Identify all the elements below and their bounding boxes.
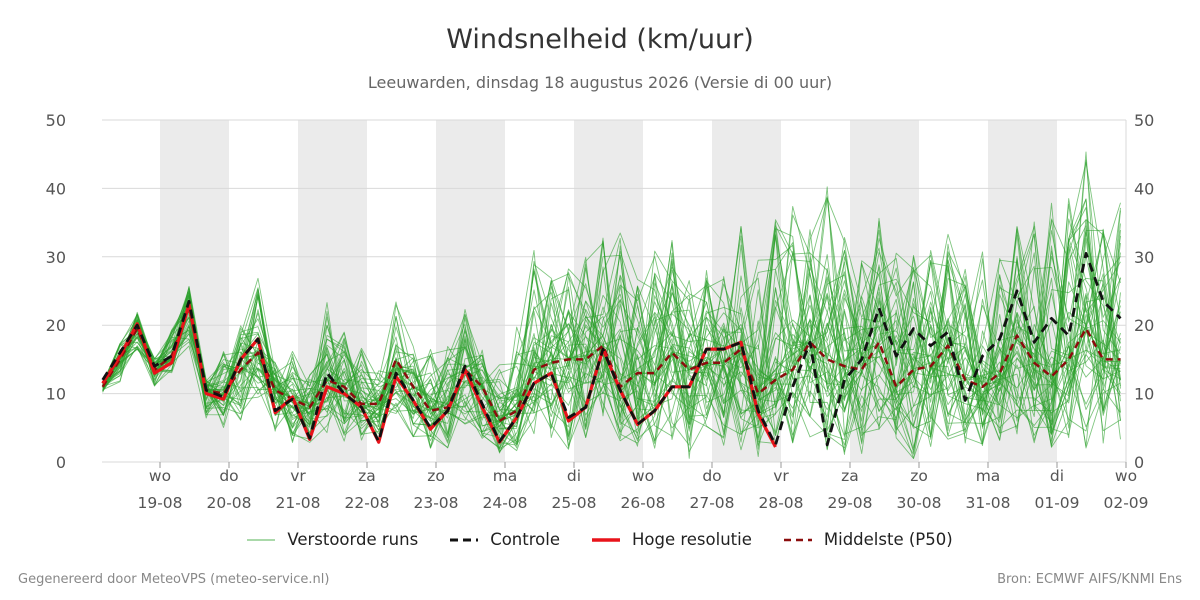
y-tick-right-50: 50 (1134, 111, 1154, 130)
y-tick-left-30: 30 (46, 248, 66, 267)
y-tick-right-0: 0 (1134, 453, 1144, 472)
y-tick-right-10: 10 (1134, 385, 1154, 404)
y-tick-left-50: 50 (46, 111, 66, 130)
x-tick-day-23-08: zo (427, 467, 445, 485)
ensemble-member-47 (102, 205, 1121, 443)
legend-label-median: Middelste (P50) (823, 530, 953, 549)
x-tick-date-25-08: 25-08 (551, 494, 596, 512)
legend-label-high-res: Hoge resolutie (631, 530, 752, 549)
y-tick-left-20: 20 (46, 316, 66, 335)
x-tick-date-28-08: 28-08 (758, 494, 803, 512)
legend-swatch-high-res (591, 537, 620, 542)
x-tick-date-02-09: 02-09 (1103, 494, 1148, 512)
legend-item-high-res[interactable]: Hoge resolutie (591, 530, 752, 549)
x-tick-day-19-08: wo (149, 467, 171, 485)
x-tick-day-28-08: vr (773, 467, 789, 485)
ensemble-member-43 (102, 226, 1121, 455)
axes: 0 0 10 10 20 20 30 30 40 40 50 50 wo 19-08 do 20-08 vr 21… (46, 111, 1155, 512)
shade-band-1 (160, 120, 229, 462)
x-tick-date-29-08: 29-08 (827, 494, 872, 512)
ensemble-member-40 (102, 159, 1121, 450)
x-tick-date-31-08: 31-08 (965, 494, 1010, 512)
y-tick-left-10: 10 (46, 385, 66, 404)
y-tick-right-30: 30 (1134, 248, 1154, 267)
x-tick-date-19-08: 19-08 (137, 494, 182, 512)
ensemble-member-27 (102, 229, 1121, 453)
legend-swatch-median (783, 538, 812, 541)
x-tick-day-30-08: zo (910, 467, 928, 485)
x-tick-day-26-08: wo (632, 467, 654, 485)
legend-item-ensemble[interactable]: Verstoorde runs (247, 530, 418, 549)
x-tick-day-22-08: za (358, 467, 376, 485)
x-tick-day-21-08: vr (290, 467, 306, 485)
legend-item-median[interactable]: Middelste (P50) (783, 530, 953, 549)
series-control-line (101, 251, 1122, 447)
x-tick-day-02-09: wo (1115, 467, 1137, 485)
legend-label-control: Controle (490, 530, 560, 549)
chart-subtitle: Leeuwarden, dinsdag 18 augustus 2026 (Ve… (367, 73, 833, 92)
ensemble-member-46 (102, 235, 1121, 459)
x-tick-day-31-08: ma (976, 467, 1001, 485)
ensemble-member-42 (102, 226, 1121, 449)
x-tick-date-26-08: 26-08 (620, 494, 665, 512)
x-tick-date-20-08: 20-08 (206, 494, 251, 512)
chart-legend: Verstoorde runs Controle Hoge resolutie … (0, 530, 1200, 549)
legend-item-control[interactable]: Controle (450, 530, 560, 549)
y-tick-left-40: 40 (46, 179, 66, 198)
legend-swatch-ensemble (247, 539, 276, 540)
x-tick-day-24-08: ma (493, 467, 518, 485)
ensemble-member-44 (102, 198, 1121, 443)
y-tick-right-40: 40 (1134, 179, 1154, 198)
x-tick-date-22-08: 22-08 (344, 494, 389, 512)
x-tick-date-23-08: 23-08 (413, 494, 458, 512)
x-tick-day-27-08: do (702, 467, 721, 485)
y-tick-right-20: 20 (1134, 316, 1154, 335)
x-tick-date-01-09: 01-09 (1034, 494, 1079, 512)
x-tick-day-20-08: do (219, 467, 238, 485)
ensemble-member-37 (102, 219, 1121, 449)
x-tick-day-01-09: di (1050, 467, 1064, 485)
x-tick-date-21-08: 21-08 (275, 494, 320, 512)
x-tick-date-30-08: 30-08 (896, 494, 941, 512)
x-tick-date-24-08: 24-08 (482, 494, 527, 512)
x-tick-day-25-08: di (567, 467, 581, 485)
y-tick-left-0: 0 (56, 453, 66, 472)
x-tick-day-29-08: za (841, 467, 859, 485)
legend-swatch-control (450, 538, 479, 541)
chart-title: Windsnelheid (km/uur) (446, 24, 754, 55)
main-series-group (101, 251, 1122, 448)
footer-source: Bron: ECMWF AIFS/KNMI Ens (997, 572, 1182, 587)
ensemble-member-31 (102, 235, 1121, 452)
x-tick-date-27-08: 27-08 (689, 494, 734, 512)
legend-label-ensemble: Verstoorde runs (287, 530, 419, 549)
footer-generator: Gegenereerd door MeteoVPS (meteo-service… (18, 572, 330, 587)
